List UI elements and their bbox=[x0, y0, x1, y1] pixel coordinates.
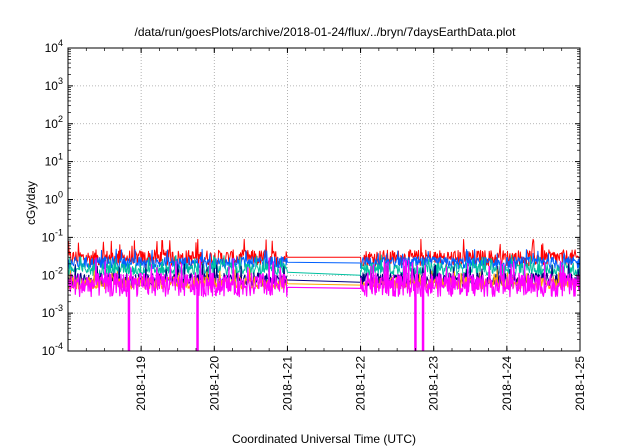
y-tick-label: 101 bbox=[45, 152, 63, 169]
x-tick-label: 2018-1-19 bbox=[134, 356, 148, 411]
series-line bbox=[67, 257, 581, 298]
x-tick-label: 2018-1-25 bbox=[573, 356, 587, 411]
series-group bbox=[67, 238, 581, 351]
y-axis-label: cGy/day bbox=[24, 181, 38, 225]
x-ticks: 2018-1-19 2018-1-20 2018-1-21 2018-1-22 2018… bbox=[67, 48, 587, 411]
y-ticks: 10-4 10-3 10-2 10-1 100 101 102 103 104 bbox=[42, 38, 580, 358]
x-axis-label: Coordinated Universal Time (UTC) bbox=[232, 432, 416, 446]
y-tick-label: 10-4 bbox=[42, 341, 63, 358]
x-tick-label: 2018-1-20 bbox=[207, 356, 221, 411]
x-tick-label: 2018-1-22 bbox=[354, 356, 368, 411]
y-tick-label: 10-3 bbox=[42, 303, 63, 320]
series-line bbox=[67, 248, 581, 270]
y-tick-label: 100 bbox=[45, 190, 63, 207]
grid bbox=[68, 47, 581, 352]
y-tick-label: 10-1 bbox=[42, 227, 63, 244]
x-tick-label: 2018-1-24 bbox=[500, 356, 514, 411]
x-tick-label: 2018-1-23 bbox=[427, 356, 441, 411]
y-tick-label: 104 bbox=[45, 38, 63, 55]
y-tick-label: 102 bbox=[45, 114, 63, 131]
chart-title: /data/run/goesPlots/archive/2018-01-24/f… bbox=[135, 25, 517, 39]
y-tick-label: 103 bbox=[45, 76, 63, 93]
y-tick-label: 10-2 bbox=[42, 265, 63, 282]
x-tick-label: 2018-1-21 bbox=[280, 356, 294, 411]
